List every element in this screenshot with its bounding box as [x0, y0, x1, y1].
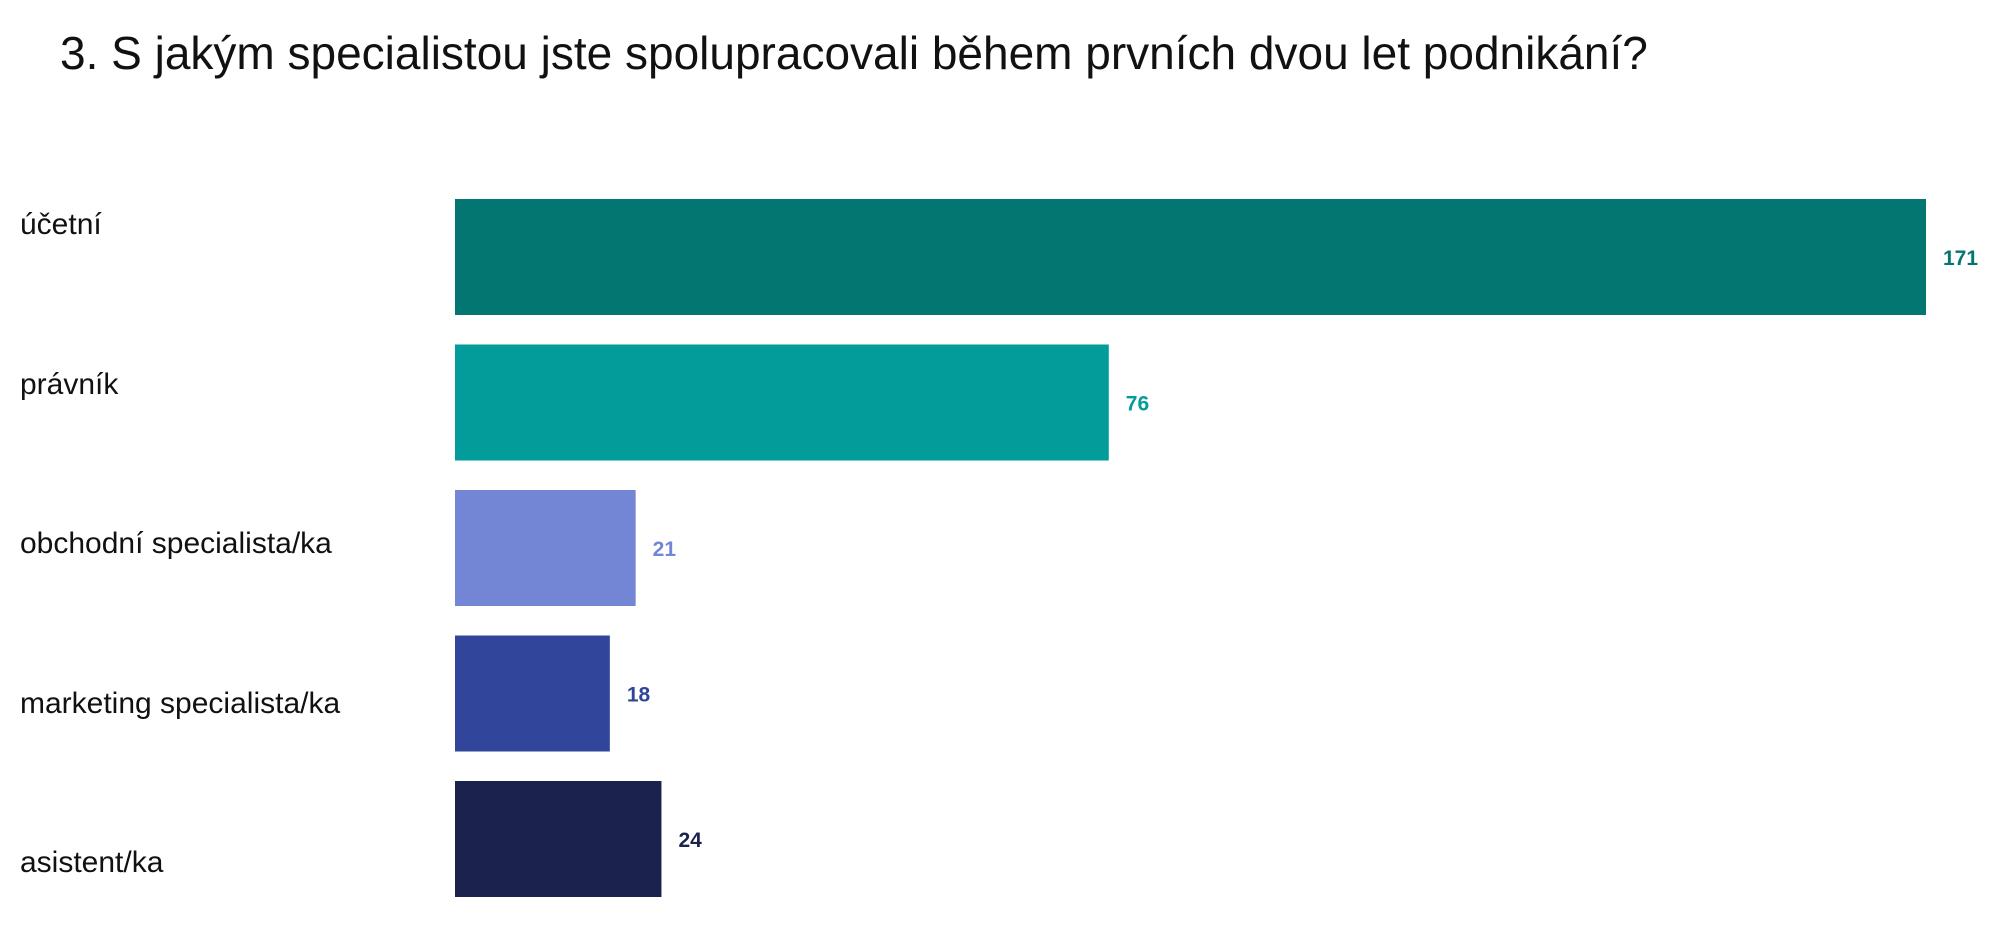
bar-0 — [455, 199, 1926, 315]
category-label: asistent/ka — [20, 846, 164, 879]
category-label: obchodní specialista/ka — [20, 527, 332, 560]
bars — [455, 199, 1926, 897]
value-label: 18 — [627, 684, 651, 707]
page-title: 3. S jakým specialistou jste spolupracov… — [60, 27, 1648, 79]
bar-4 — [455, 781, 662, 897]
category-label: účetní — [20, 208, 102, 241]
category-label: marketing specialista/ka — [20, 687, 340, 720]
value-label: 21 — [653, 538, 677, 561]
value-label: 24 — [678, 829, 702, 852]
bar-1 — [455, 344, 1109, 461]
category-labels: účetní právník obchodní specialista/ka mark… — [20, 208, 340, 879]
bar-2 — [455, 490, 636, 606]
value-label: 171 — [1943, 247, 1978, 270]
value-label: 76 — [1126, 393, 1149, 416]
bar-3 — [455, 635, 610, 752]
value-labels: 171 76 21 18 24 — [627, 247, 1979, 852]
category-label: právník — [20, 368, 119, 401]
